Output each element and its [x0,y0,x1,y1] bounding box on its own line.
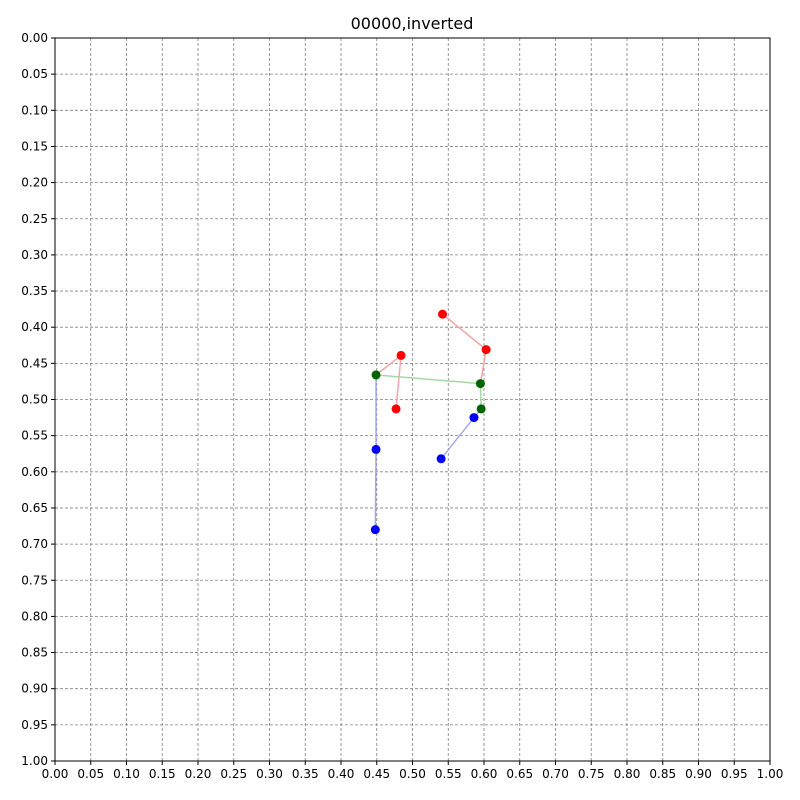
y-tick-label: 0.20 [21,176,48,190]
x-tick-label: 0.90 [685,767,712,781]
series-0-point [391,404,401,414]
data-points [370,309,491,535]
series-1-segment [375,374,481,385]
plot-frame [54,37,771,762]
y-tick-label: 0.80 [21,609,48,623]
x-tick-label: 0.00 [42,767,69,781]
series-2-point [436,454,446,464]
grid-lines [54,37,771,762]
y-tick-label: 0.10 [21,103,48,117]
tick-labels: 0.00 0.05 0.10 0.15 0.20 0.25 0.30 0.35 0.40 0.45… [21,31,783,781]
series-0-point [481,345,491,355]
series-0-segment [442,313,487,351]
series-1-point [475,379,485,389]
y-tick-label: 0.30 [21,248,48,262]
x-tick-label: 0.55 [435,767,462,781]
series-2-point [371,444,381,454]
y-tick-label: 0.75 [21,573,48,587]
y-tick-label: 0.70 [21,537,48,551]
x-tick-label: 0.35 [292,767,319,781]
chart-title: 00000,inverted [351,14,474,33]
series-2-segment [440,417,475,460]
series-2-point [469,413,479,423]
series-1-point [371,370,381,380]
connecting-lines [374,313,487,530]
series-0-point [438,309,448,319]
x-tick-label: 0.25 [220,767,247,781]
y-tick-label: 0.50 [21,393,48,407]
x-tick-label: 0.45 [363,767,390,781]
x-tick-label: 0.05 [77,767,104,781]
y-tick-label: 0.15 [21,139,48,153]
y-tick-label: 0.95 [21,718,48,732]
y-tick-label: 0.85 [21,646,48,660]
x-tick-label: 0.15 [149,767,176,781]
y-tick-label: 0.65 [21,501,48,515]
x-tick-label: 0.75 [578,767,605,781]
series-2-point [370,525,380,535]
axes [51,37,771,765]
x-tick-label: 1.00 [757,767,784,781]
x-tick-label: 0.70 [542,767,569,781]
x-tick-label: 0.20 [185,767,212,781]
x-tick-label: 0.85 [649,767,676,781]
y-tick-label: 0.40 [21,320,48,334]
y-tick-label: 0.25 [21,212,48,226]
y-tick-label: 1.00 [21,754,48,768]
series-2-segment [374,449,377,530]
y-tick-label: 0.05 [21,67,48,81]
y-tick-label: 0.55 [21,429,48,443]
x-tick-label: 0.65 [506,767,533,781]
x-tick-label: 0.80 [614,767,641,781]
x-tick-label: 0.60 [471,767,498,781]
x-tick-label: 0.30 [256,767,283,781]
series-0-segment [395,355,402,409]
connector-line [375,354,402,376]
y-tick-label: 0.60 [21,465,48,479]
series-1-point [476,404,486,414]
y-tick-label: 0.45 [21,356,48,370]
x-tick-label: 0.40 [328,767,355,781]
x-tick-label: 0.95 [721,767,748,781]
x-tick-label: 0.50 [399,767,426,781]
x-tick-label: 0.10 [113,767,140,781]
y-tick-label: 0.90 [21,682,48,696]
y-tick-label: 0.00 [21,31,48,45]
y-tick-label: 0.35 [21,284,48,298]
series-0-point [396,350,406,360]
connector-line [479,349,487,384]
